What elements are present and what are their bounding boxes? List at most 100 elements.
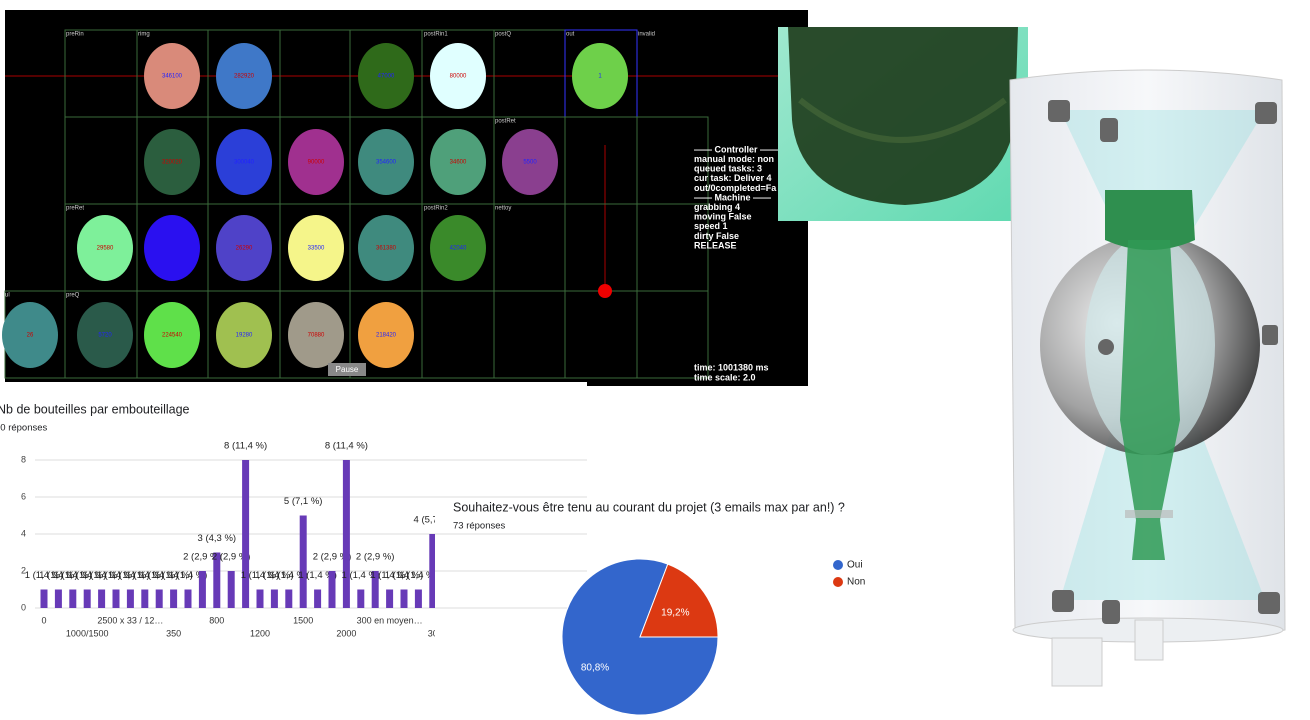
bars: 1 (1,4 %)01 (1,4 %)1 (1,4 %)1 (1,4 %)100… — [25, 441, 438, 638]
x-tick-label: 1500 — [293, 615, 313, 625]
data-label: 1 (1,4 %) — [399, 570, 438, 581]
tray-circle — [216, 215, 272, 281]
controller-line: RELEASE — [694, 240, 737, 250]
pie-slice — [639, 563, 719, 638]
chart-title: Souhaitez-vous être tenu au courant du p… — [453, 500, 845, 514]
tray-circle — [216, 302, 272, 368]
data-label: 8 (11,4 %) — [325, 441, 368, 452]
cell-label: postRet — [495, 119, 516, 125]
controller-line: manual mode: non — [694, 154, 774, 164]
bar — [213, 552, 221, 608]
circle-label: 34600 — [450, 160, 467, 166]
bar — [400, 589, 408, 608]
data-label: 1 (1,4 %) — [169, 570, 208, 581]
bar — [112, 589, 120, 608]
tray-circle — [144, 129, 200, 195]
circle-label: 1 — [598, 74, 602, 80]
controller-line: —— Machine —— — [694, 192, 771, 202]
tray-circle — [144, 215, 200, 281]
bar — [155, 589, 163, 608]
legend-swatch — [833, 577, 843, 587]
robot-head — [598, 284, 612, 298]
circle-label: 282920 — [234, 74, 255, 80]
tray-circle — [358, 43, 414, 109]
data-label: 1 (1,4 %) — [140, 570, 179, 581]
circle-label: 218420 — [376, 333, 397, 339]
tray-circle — [288, 302, 344, 368]
tray-circle — [358, 129, 414, 195]
cell — [636, 290, 709, 379]
cell-label: preRet — [66, 206, 84, 212]
data-label: 2 (2,9 %) — [313, 552, 352, 563]
circle-label: 320020 — [162, 160, 183, 166]
tray-circle — [572, 43, 628, 109]
bar — [126, 589, 134, 608]
data-label: 1 (1,4 %) — [25, 570, 64, 581]
x-tick-label: 1200 — [250, 628, 270, 638]
bar — [69, 589, 77, 608]
circle-label: 361380 — [376, 246, 397, 252]
tray-circle — [502, 129, 558, 195]
bar — [357, 589, 365, 608]
chart-title: Nb de bouteilles par embouteillage — [0, 402, 190, 416]
tray-circle — [216, 129, 272, 195]
cell-label: postRin2 — [424, 206, 448, 212]
bar — [83, 589, 91, 608]
circle-label: 354600 — [376, 160, 397, 166]
legend-label: Non — [847, 577, 865, 588]
x-tick-label: 2500 x 33 / 12… — [97, 615, 163, 625]
legend-label: Oui — [847, 560, 863, 571]
tray-circle — [144, 43, 200, 109]
tray-circle — [430, 129, 486, 195]
bar — [256, 589, 264, 608]
data-label: 1 (1,4 %) — [126, 570, 165, 581]
bar — [54, 589, 62, 608]
bar — [414, 589, 422, 608]
data-label: 1 (1,4 %) — [97, 570, 136, 581]
data-label: 1 (1,4 %) — [342, 570, 381, 581]
bar — [227, 571, 235, 608]
controller-line: out/0completed=Fa — [694, 183, 777, 193]
data-label: 1 (1,4 %) — [82, 570, 121, 581]
data-label: 1 (1,4 %) — [370, 570, 409, 581]
cell-label: ul — [5, 293, 10, 299]
cell-label: out — [566, 32, 575, 38]
controller-line: cur task: Deliver 4 — [694, 173, 772, 183]
circle-label: 26 — [27, 333, 34, 339]
data-label: 2 (2,9 %) — [356, 552, 395, 563]
tray-circle — [288, 129, 344, 195]
bar — [170, 589, 178, 608]
bar — [371, 571, 379, 608]
cell-label: nettoy — [495, 206, 511, 212]
x-tick-label: 2000 — [336, 628, 356, 638]
controller-line: grabbing 4 — [694, 202, 740, 212]
pause-button[interactable] — [328, 363, 366, 376]
circle-label: 300040 — [234, 160, 255, 166]
data-label: 1 (1,4 %) — [255, 570, 294, 581]
machine-render — [1009, 69, 1286, 687]
cell-label: postRin1 — [424, 32, 448, 38]
bar — [98, 589, 106, 608]
circle-label: 346100 — [162, 74, 183, 80]
bar — [40, 589, 48, 608]
bar — [299, 515, 307, 608]
slice-label: 19,2% — [661, 607, 689, 618]
data-label: 2 (2,9 %) — [183, 552, 222, 563]
data-label: 1 (1,4 %) — [298, 570, 337, 581]
circle-label: 19280 — [236, 333, 253, 339]
data-label: 1 (1,4 %) — [270, 570, 309, 581]
cell-label: preRin — [66, 32, 84, 38]
data-label: 1 (1,4 %) — [111, 570, 150, 581]
data-label: 8 (11,4 %) — [224, 441, 267, 452]
circle-label: 42040 — [450, 246, 467, 252]
tray-circle — [430, 43, 486, 109]
x-tick-label: 800 — [209, 615, 224, 625]
tray-circle — [216, 43, 272, 109]
controller-line: queued tasks: 3 — [694, 164, 762, 174]
circle-label: 224540 — [162, 333, 183, 339]
tray-circle — [358, 302, 414, 368]
circle-label: 90000 — [308, 160, 325, 166]
data-label: 3 (4,3 %) — [198, 533, 237, 544]
time-label: time: 1001380 ms — [694, 362, 769, 372]
